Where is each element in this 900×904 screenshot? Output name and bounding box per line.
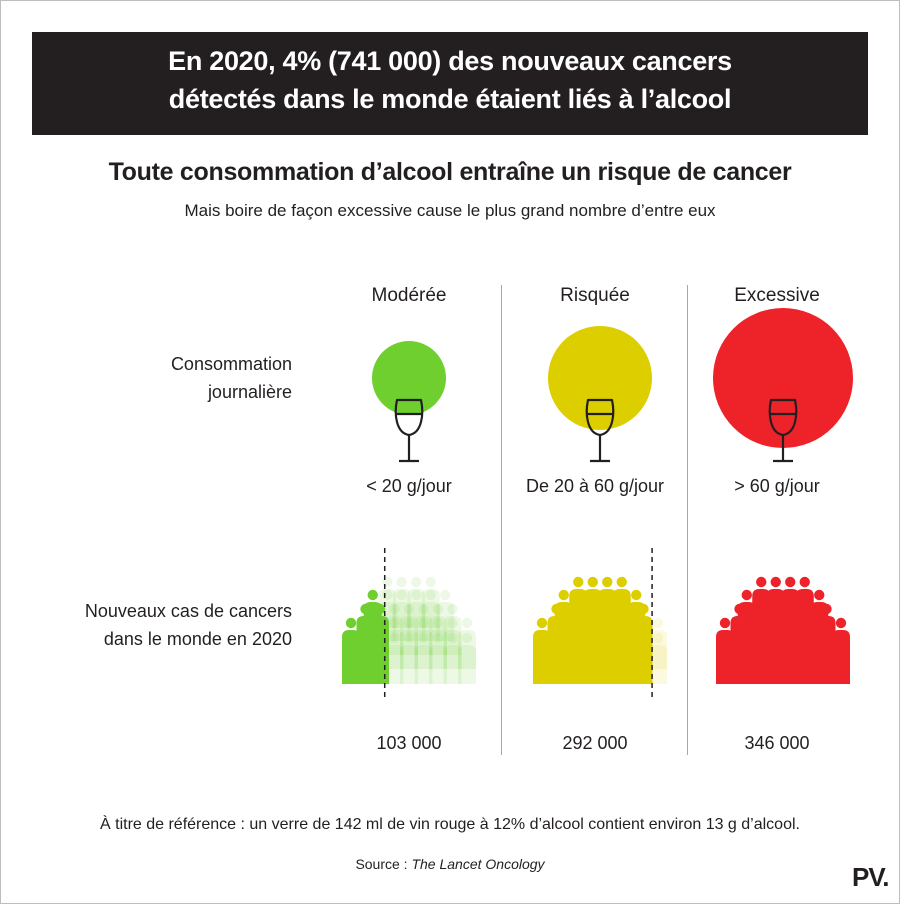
people-crowd bbox=[342, 576, 476, 684]
person-icon bbox=[429, 603, 447, 655]
person-icon bbox=[356, 632, 375, 684]
publisher-logo: PV. bbox=[852, 862, 890, 892]
person-icon bbox=[429, 632, 447, 684]
person-icon bbox=[407, 576, 426, 628]
person-icon bbox=[429, 617, 447, 669]
consumption-circle bbox=[372, 341, 446, 415]
row-label-daily-line-2: journalière bbox=[207, 382, 292, 402]
person-icon bbox=[385, 603, 404, 655]
people-crowd bbox=[716, 576, 850, 684]
person-icon bbox=[759, 632, 778, 684]
sub-subtitle: Mais boire de façon excessive cause le p… bbox=[184, 201, 716, 220]
person-icon bbox=[407, 589, 426, 641]
person-icon bbox=[788, 632, 807, 684]
value-label-moderee: 103 000 bbox=[376, 733, 442, 753]
person-icon bbox=[832, 632, 850, 684]
value-label-excessive: 346 000 bbox=[744, 733, 810, 753]
wine-glass-icon bbox=[394, 398, 424, 463]
person-icon bbox=[605, 632, 624, 684]
person-icon bbox=[392, 589, 411, 641]
footnote: À titre de référence : un verre de 142 m… bbox=[100, 816, 800, 833]
row-label-cases: Nouveaux cas de cancers dans le monde en… bbox=[40, 597, 292, 653]
source-line: Source : The Lancet Oncology bbox=[0, 856, 900, 872]
person-icon bbox=[421, 576, 440, 628]
row-label-cases-line-2: dans le monde en 2020 bbox=[103, 629, 292, 649]
person-icon bbox=[458, 617, 476, 669]
person-icon bbox=[803, 632, 821, 684]
person-icon bbox=[414, 617, 433, 669]
person-icon bbox=[620, 632, 638, 684]
value-label-risquee: 292 000 bbox=[562, 733, 628, 753]
person-icon bbox=[414, 632, 433, 684]
person-icon bbox=[436, 589, 455, 641]
person-icon bbox=[443, 632, 462, 684]
category-label-risquee: Risquée bbox=[560, 285, 630, 306]
person-icon bbox=[400, 632, 418, 684]
headline-line-2: détectés dans le monde étaient liés à l’… bbox=[168, 84, 732, 114]
column-divider bbox=[501, 285, 502, 755]
person-icon bbox=[576, 632, 595, 684]
person-icon bbox=[400, 603, 418, 655]
person-icon bbox=[385, 632, 404, 684]
row-label-daily-line-1: Consommation bbox=[170, 354, 292, 374]
person-icon bbox=[421, 589, 440, 641]
person-icon bbox=[342, 632, 360, 684]
wine-glass-icon bbox=[768, 398, 798, 463]
person-icon bbox=[716, 632, 734, 684]
person-icon bbox=[533, 632, 551, 684]
category-label-moderee: Modérée bbox=[371, 285, 447, 306]
person-icon bbox=[634, 632, 653, 684]
person-icon bbox=[392, 576, 411, 628]
person-icon bbox=[400, 617, 418, 669]
people-crowd bbox=[533, 576, 667, 684]
subtitle: Toute consommation d’alcool entraîne un … bbox=[108, 158, 792, 186]
row-label-daily: Consommation journalière bbox=[40, 350, 292, 406]
person-icon bbox=[458, 632, 476, 684]
person-icon bbox=[414, 603, 433, 655]
category-label-excessive: Excessive bbox=[734, 285, 820, 306]
person-icon bbox=[774, 632, 792, 684]
person-icon bbox=[385, 617, 404, 669]
headline-line-1: En 2020, 4% (741 000) des nouveaux cance… bbox=[168, 46, 732, 76]
headline-banner: En 2020, 4% (741 000) des nouveaux cance… bbox=[32, 32, 868, 135]
person-icon bbox=[562, 632, 580, 684]
person-icon bbox=[649, 632, 667, 684]
person-icon bbox=[817, 632, 836, 684]
person-icon bbox=[591, 632, 609, 684]
amount-label-excessive: > 60 g/jour bbox=[734, 476, 820, 496]
amount-label-moderee: < 20 g/jour bbox=[366, 476, 452, 496]
wine-glass-icon bbox=[585, 398, 615, 463]
amount-label-risquee: De 20 à 60 g/jour bbox=[525, 476, 665, 496]
person-icon bbox=[443, 603, 462, 655]
person-icon bbox=[730, 632, 749, 684]
row-label-cases-line-1: Nouveaux cas de cancers bbox=[84, 601, 292, 621]
person-icon bbox=[745, 632, 763, 684]
person-icon bbox=[649, 617, 667, 669]
person-icon bbox=[547, 632, 566, 684]
column-divider bbox=[687, 285, 688, 755]
source-name: The Lancet Oncology bbox=[411, 856, 545, 872]
consumption-circle bbox=[713, 308, 853, 448]
consumption-circle bbox=[548, 326, 652, 430]
person-icon bbox=[443, 617, 462, 669]
source-prefix: Source : bbox=[355, 856, 412, 872]
